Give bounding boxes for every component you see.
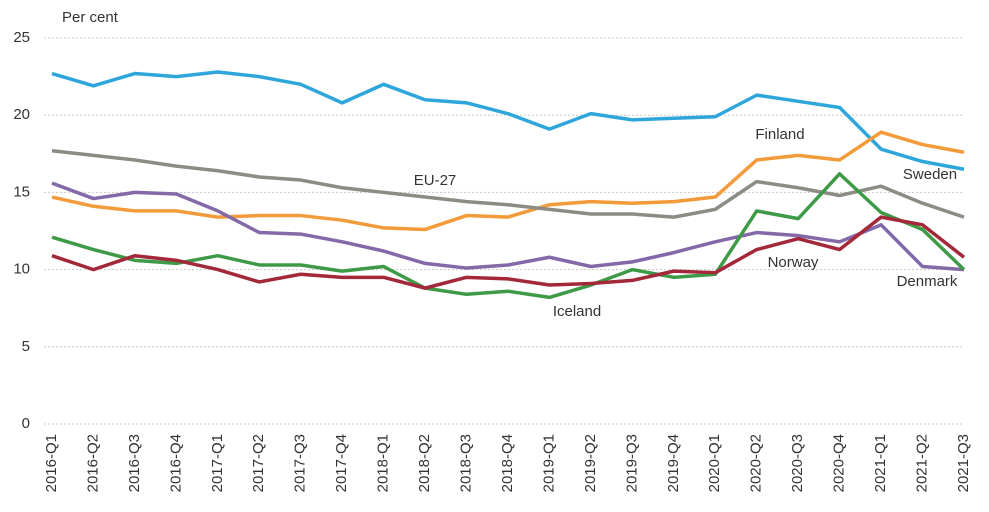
series-line — [51, 70, 965, 171]
x-tick-label: 2021-Q1 — [872, 434, 889, 492]
x-tick-label: 2021-Q2 — [914, 434, 931, 492]
series-label: EU-27 — [414, 172, 457, 189]
x-tick-label: 2017-Q2 — [250, 434, 267, 492]
x-tick-label: 2016-Q4 — [167, 434, 184, 492]
series-label: Iceland — [553, 303, 601, 320]
series-line — [51, 215, 966, 290]
x-tick-label: 2017-Q1 — [209, 434, 226, 492]
series-label: Finland — [755, 126, 804, 143]
y-tick-label: 0 — [22, 415, 30, 432]
x-tick-label: 2016-Q3 — [126, 434, 143, 492]
x-tick-label: 2021-Q3 — [955, 434, 972, 492]
y-tick-label: 10 — [13, 261, 30, 278]
series-line — [51, 130, 965, 232]
x-tick-label: 2017-Q4 — [333, 434, 350, 492]
x-tick-label: 2019-Q4 — [665, 434, 682, 492]
x-tick-label: 2018-Q4 — [499, 434, 516, 492]
x-tick-label: 2019-Q1 — [540, 434, 557, 492]
x-tick-label: 2020-Q1 — [706, 434, 723, 492]
x-tick-label: 2016-Q1 — [43, 434, 60, 492]
x-tick-label: 2019-Q3 — [623, 434, 640, 492]
x-tick-label: 2020-Q2 — [748, 434, 765, 492]
series-label: Denmark — [897, 273, 958, 290]
x-tick-label: 2018-Q2 — [416, 434, 433, 492]
x-tick-label: 2018-Q3 — [458, 434, 475, 492]
series-line — [51, 181, 965, 272]
series-line — [51, 148, 965, 219]
series-label: Sweden — [903, 166, 957, 183]
series-label: Norway — [768, 254, 819, 271]
y-tick-label: 5 — [22, 338, 30, 355]
y-tick-label: 25 — [13, 29, 30, 46]
y-axis-label: Per cent — [62, 9, 119, 26]
x-tick-label: 2018-Q1 — [375, 434, 392, 492]
x-tick-label: 2019-Q2 — [582, 434, 599, 492]
x-tick-label: 2020-Q4 — [831, 434, 848, 492]
y-tick-label: 15 — [13, 183, 30, 200]
x-tick-label: 2020-Q3 — [789, 434, 806, 492]
x-tick-label: 2016-Q2 — [84, 434, 101, 492]
y-tick-label: 20 — [13, 106, 30, 123]
x-tick-label: 2017-Q3 — [292, 434, 309, 492]
series-line — [51, 172, 966, 300]
